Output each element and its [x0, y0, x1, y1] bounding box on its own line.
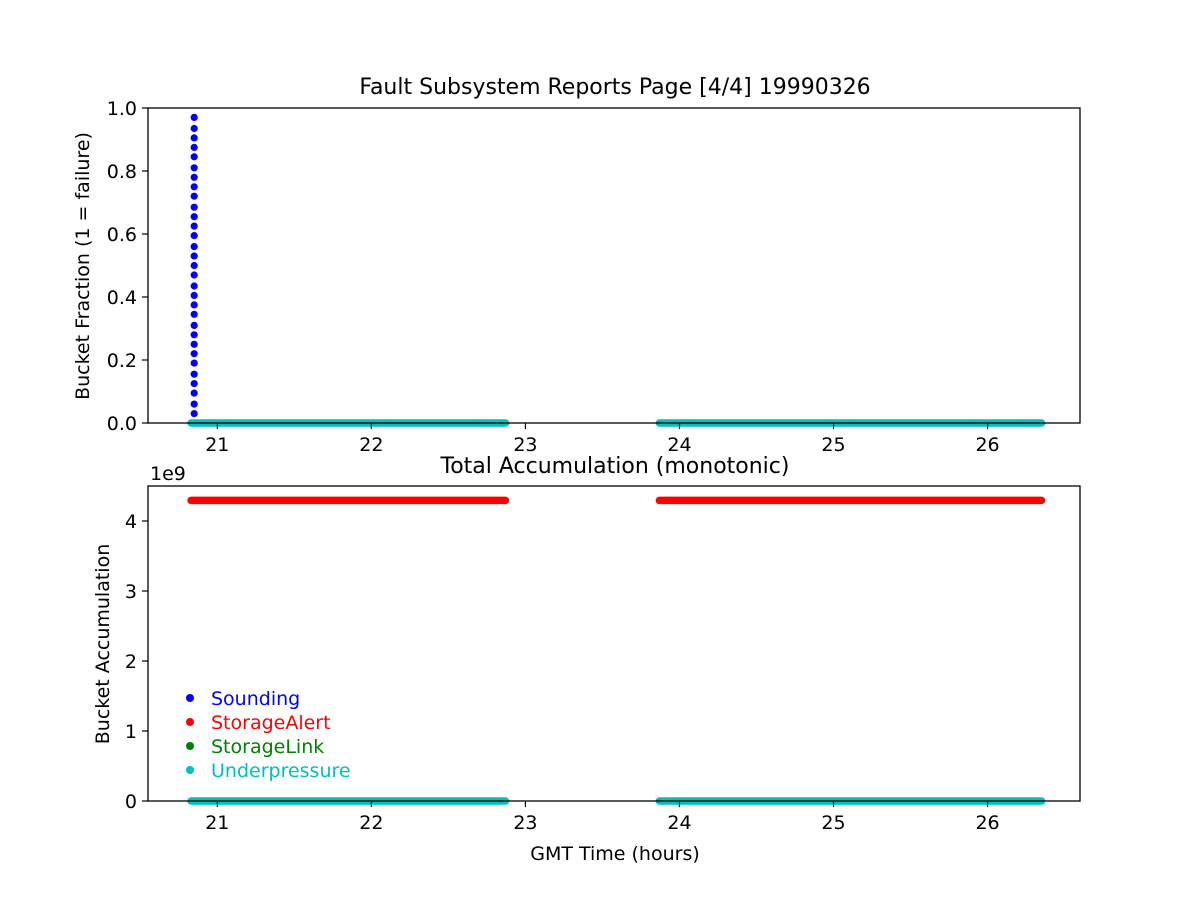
fraction-xtick-label-5: 26	[975, 434, 999, 456]
fraction-sounding-point-29	[190, 124, 198, 133]
fraction-sounding-point-27	[190, 143, 198, 151]
fraction-sounding-point-4	[190, 370, 198, 378]
accumulation-ytick-label-4: 4	[125, 511, 137, 533]
fraction-sounding-point-11	[190, 301, 198, 309]
legend-marker-sounding	[186, 694, 194, 702]
fraction-chart-axes: 21 22 23 24 25 26 0.0 0.2 0.4 0.6 0.8 1.0	[107, 98, 1000, 456]
legend-label-storagealert: StorageAlert	[211, 712, 331, 734]
fraction-sounding-point-25	[190, 164, 198, 172]
accumulation-ytick-label-2: 2	[125, 651, 137, 673]
fraction-sounding-point-30	[190, 113, 198, 121]
fraction-chart-ylabel: Bucket Fraction (1 = failure)	[72, 132, 94, 400]
fraction-ytick-label-4: 0.8	[107, 161, 137, 183]
accumulation-ytick-label-0: 0	[125, 791, 137, 813]
fraction-sounding-point-7	[190, 340, 198, 348]
fraction-ytick-label-3: 0.6	[107, 224, 137, 246]
legend-marker-storagelink	[186, 742, 194, 750]
fraction-chart: Fault Subsystem Reports Page [4/4] 19990…	[72, 75, 1081, 456]
fraction-sounding-point-13	[190, 282, 198, 290]
fraction-sounding-point-17	[190, 243, 198, 251]
fraction-ytick-label-2: 0.4	[107, 287, 137, 309]
fraction-sounding-point-19	[190, 222, 198, 230]
fraction-xtick-label-1: 22	[359, 434, 383, 456]
accumulation-chart-xlabel: GMT Time (hours)	[530, 843, 700, 865]
fraction-xtick-label-2: 23	[513, 434, 537, 456]
accumulation-ytick-label-3: 3	[125, 581, 137, 603]
fraction-sounding-point-26	[190, 153, 198, 161]
fraction-sounding-point-20	[190, 213, 198, 221]
fraction-chart-title: Fault Subsystem Reports Page [4/4] 19990…	[359, 75, 870, 100]
accumulation-chart-ylabel: Bucket Accumulation	[92, 544, 114, 745]
fraction-sounding-point-5	[190, 359, 198, 367]
fraction-ytick-label-5: 1.0	[107, 98, 137, 120]
accumulation-xtick-label-2: 23	[513, 812, 537, 834]
fraction-sounding-point-22	[190, 192, 198, 200]
fraction-sounding-point-12	[190, 291, 198, 299]
fraction-sounding-point-8	[190, 331, 198, 339]
accumulation-xtick-label-0: 21	[205, 812, 229, 834]
fraction-ytick-label-1: 0.2	[107, 350, 137, 372]
fraction-sounding-point-14	[190, 271, 198, 279]
legend-marker-underpressure	[186, 766, 194, 774]
fraction-sounding-point-3	[190, 380, 198, 388]
accumulation-ytick-label-1: 1	[125, 721, 137, 743]
fraction-xtick-label-0: 21	[205, 434, 229, 456]
fraction-sounding-point-1	[190, 400, 198, 408]
accumulation-xtick-label-3: 24	[667, 812, 691, 834]
accumulation-chart: Total Accumulation (monotonic) 1e9 Bucke…	[92, 454, 1081, 865]
legend-label-storagelink: StorageLink	[211, 736, 324, 758]
legend: SoundingStorageAlertStorageLinkUnderpres…	[186, 688, 351, 782]
fraction-xtick-label-4: 25	[821, 434, 845, 456]
legend-marker-storagealert	[186, 718, 194, 726]
fraction-sounding-point-9	[190, 321, 198, 329]
accumulation-xtick-label-5: 26	[975, 812, 999, 834]
accumulation-chart-frame	[147, 485, 1081, 802]
fraction-xtick-label-3: 24	[667, 434, 691, 456]
fraction-sounding-point-10	[190, 310, 198, 318]
fraction-sounding-point-24	[190, 173, 198, 181]
fraction-sounding-point-18	[190, 232, 198, 240]
fraction-chart-frame	[147, 107, 1081, 424]
fraction-sounding-point-0	[190, 410, 198, 418]
accumulation-chart-offset-text: 1e9	[150, 463, 186, 485]
fraction-ytick-label-0: 0.0	[107, 413, 137, 435]
fraction-sounding-point-28	[190, 134, 198, 142]
accumulation-xtick-label-1: 22	[359, 812, 383, 834]
accumulation-xtick-label-4: 25	[821, 812, 845, 834]
fraction-sounding-point-15	[190, 261, 198, 270]
fraction-sounding-point-23	[190, 183, 198, 191]
fraction-sounding-point-2	[190, 389, 198, 397]
fraction-sounding-point-16	[190, 252, 198, 260]
accumulation-chart-title: Total Accumulation (monotonic)	[440, 454, 790, 479]
fraction-sounding-point-6	[190, 350, 198, 358]
fraction-sounding-point-21	[190, 203, 198, 211]
legend-label-sounding: Sounding	[211, 688, 300, 710]
legend-label-underpressure: Underpressure	[211, 760, 351, 782]
